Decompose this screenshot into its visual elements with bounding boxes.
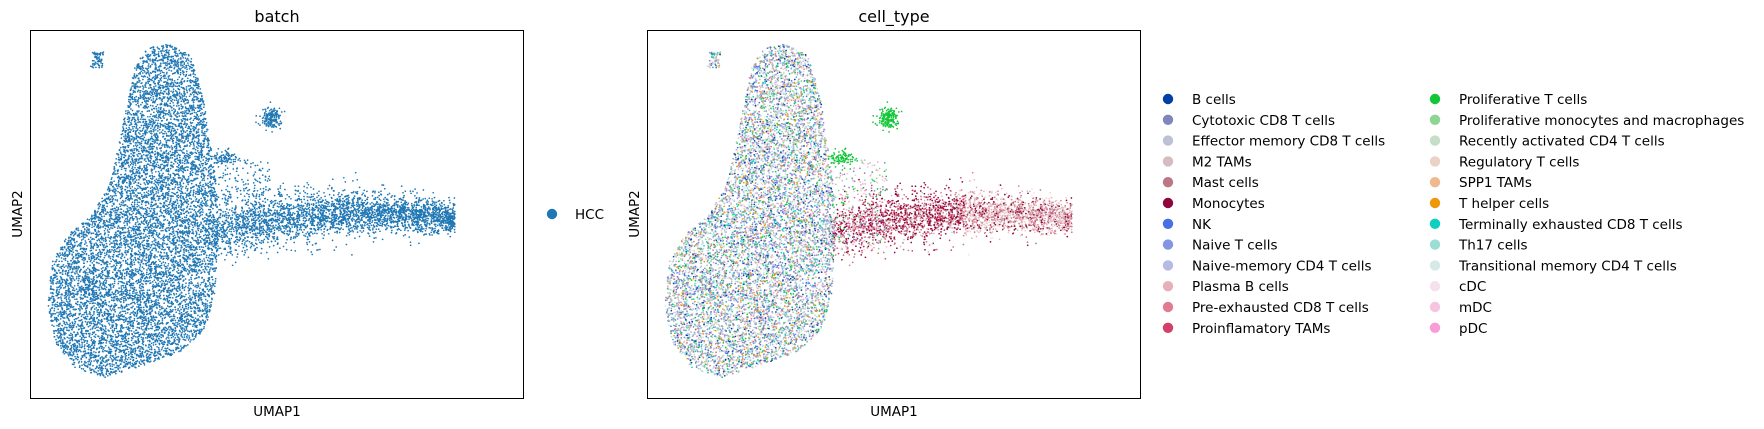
legend-label: Proliferative T cells [1459, 92, 1587, 108]
legend-marker [1163, 302, 1173, 312]
legend-marker [1163, 156, 1173, 166]
batch-title: batch [254, 7, 299, 26]
legend-label: Effector memory CD8 T cells [1192, 134, 1385, 150]
legend-label: Transitional memory CD4 T cells [1458, 258, 1677, 274]
batch-points [48, 44, 456, 378]
legend-marker [1430, 323, 1440, 333]
legend-marker [1430, 302, 1440, 312]
legend-marker [1430, 115, 1440, 125]
batch-ylabel: UMAP2 [10, 190, 26, 238]
legend-label: cDC [1459, 279, 1486, 295]
legend-marker [1163, 219, 1173, 229]
legend-marker [1430, 219, 1440, 229]
batch-legend: HCC [547, 207, 604, 223]
legend-label: NK [1192, 217, 1212, 233]
batch-xlabel: UMAP1 [253, 404, 301, 420]
legend-marker [1430, 135, 1440, 145]
legend-marker [547, 209, 557, 219]
legend-marker [1163, 177, 1173, 187]
legend-label: pDC [1459, 321, 1487, 337]
legend-marker [1163, 94, 1173, 104]
cell-type-ylabel: UMAP2 [627, 190, 643, 238]
legend-label: M2 TAMs [1192, 154, 1252, 170]
legend-label: Cytotoxic CD8 T cells [1192, 113, 1335, 129]
legend-marker [1430, 177, 1440, 187]
legend-marker [1163, 115, 1173, 125]
legend-label: Naive T cells [1192, 238, 1278, 254]
legend-label: Plasma B cells [1192, 279, 1289, 295]
batch-panel: batch UMAP1 UMAP2 HCC [10, 7, 604, 420]
legend-marker [1430, 239, 1440, 249]
legend-label: Naive-memory CD4 T cells [1192, 258, 1372, 274]
legend-label: Monocytes [1192, 196, 1265, 212]
legend-label: Regulatory T cells [1459, 154, 1579, 170]
legend-label: Proliferative monocytes and macrophages [1459, 113, 1744, 129]
legend-label: Th17 cells [1458, 238, 1528, 254]
legend-label: mDC [1459, 300, 1492, 316]
cell-type-legend: B cells Cytotoxic CD8 T cells Effector mem… [1163, 92, 1745, 337]
legend-marker [1430, 198, 1440, 208]
cell-type-title: cell_type [858, 7, 929, 27]
cell-type-panel: cell_type UMAP1 UMAP2 B cells Cytotoxic C… [627, 7, 1744, 420]
legend-marker [1430, 156, 1440, 166]
legend-marker [1163, 260, 1173, 270]
legend-label: Recently activated CD4 T cells [1459, 134, 1665, 150]
cell-type-xlabel: UMAP1 [870, 404, 918, 420]
legend-label: Terminally exhausted CD8 T cells [1458, 217, 1683, 233]
legend-marker [1163, 323, 1173, 333]
legend-marker [1163, 135, 1173, 145]
legend-marker [1430, 281, 1440, 291]
legend-marker [1163, 239, 1173, 249]
legend-label: Proinflamatory TAMs [1192, 321, 1330, 337]
legend-label: T helper cells [1458, 196, 1549, 212]
legend-marker [1163, 281, 1173, 291]
legend-label: B cells [1192, 92, 1236, 108]
legend-marker [1430, 260, 1440, 270]
legend-label: SPP1 TAMs [1459, 175, 1532, 191]
legend-label: Mast cells [1192, 175, 1259, 191]
legend-label-hcc: HCC [575, 207, 604, 223]
cell-type-points [665, 44, 1073, 378]
legend-marker [1163, 198, 1173, 208]
legend-marker [1430, 94, 1440, 104]
legend-label: Pre-exhausted CD8 T cells [1192, 300, 1369, 316]
